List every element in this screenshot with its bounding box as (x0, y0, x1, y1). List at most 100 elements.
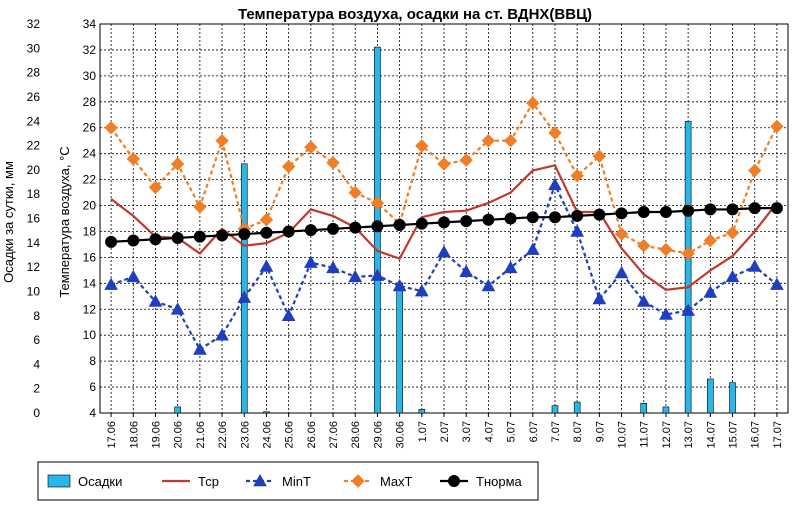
y-temp-tick-label: 18 (83, 224, 97, 238)
series-point-maxt (348, 185, 362, 200)
series-point-mint (259, 259, 274, 272)
series-point-maxt (570, 169, 584, 183)
x-tick-label: 28.06 (350, 421, 362, 449)
y-precip-tick-label: 24 (27, 114, 41, 128)
series-point-maxt (437, 157, 451, 171)
x-tick-label: 9.07 (594, 421, 606, 442)
y-temp-tick-label: 10 (83, 328, 97, 342)
series-point-tnorm (260, 226, 273, 239)
y-precip-tick-label: 10 (27, 284, 41, 298)
y-precip-tick-label: 0 (33, 406, 40, 420)
series-point-maxt (281, 159, 296, 174)
series-point-maxt (215, 133, 229, 148)
precip-bar (707, 378, 714, 414)
legend-label-tnorm: Тнорма (476, 474, 523, 489)
x-tick-label: 29.06 (372, 421, 384, 449)
y-precip-tick-label: 28 (27, 66, 41, 80)
series-point-mint (570, 224, 585, 237)
x-tick-label: 7.07 (550, 421, 562, 442)
x-tick-label: 22.06 (217, 421, 229, 449)
y-temp-tick-label: 16 (83, 250, 97, 264)
x-tick-label: 20.06 (173, 421, 185, 449)
series-point-tnorm (216, 229, 229, 242)
series-point-tnorm (460, 215, 473, 228)
y-precip-tick-label: 16 (27, 212, 41, 226)
series-point-maxt (259, 213, 274, 227)
series-point-mint (503, 260, 518, 274)
series-point-tnorm (171, 231, 184, 244)
precip-bar (418, 409, 426, 414)
series-point-tnorm (615, 207, 628, 220)
series-point-maxt (526, 96, 540, 110)
x-tick-label: 2.07 (439, 421, 451, 442)
precip-bar (662, 406, 670, 414)
y-left-axis-label: Осадки за сутки, мм (1, 161, 16, 283)
y-temp-tick-label: 20 (83, 199, 97, 213)
x-tick-label: 12.07 (661, 421, 673, 449)
series-point-mint (414, 284, 429, 297)
legend-marker-maxt (351, 474, 365, 488)
series-point-maxt (104, 121, 118, 135)
precip-bar (396, 282, 403, 414)
series-point-tnorm (371, 220, 384, 233)
x-tick-label: 14.07 (705, 421, 717, 449)
series-point-tnorm (526, 211, 539, 224)
precip-bar (174, 406, 181, 414)
y-temp-tick-label: 6 (89, 380, 96, 394)
series-point-mint (215, 328, 229, 341)
precip-bar (729, 382, 736, 414)
y-precip-tick-label: 12 (27, 260, 41, 274)
series-point-mint (126, 269, 141, 283)
series-point-mint (326, 260, 340, 274)
series-point-mint (636, 294, 651, 307)
series-point-mint (303, 255, 318, 268)
series-point-mint (703, 285, 718, 298)
x-tick-label: 6.07 (528, 421, 540, 442)
series-point-mint (237, 290, 252, 303)
series-point-tnorm (349, 221, 362, 234)
series-point-maxt (681, 246, 695, 261)
x-tick-label: 30.06 (395, 421, 407, 449)
series-point-maxt (748, 163, 762, 178)
series-point-tnorm (393, 218, 406, 231)
x-tick-label: 5.07 (506, 421, 518, 442)
series-point-tnorm (726, 203, 739, 216)
series-point-maxt (170, 157, 185, 171)
y-precip-tick-label: 26 (27, 90, 41, 104)
series-point-mint (747, 259, 762, 272)
series-point-mint (370, 268, 385, 281)
y-precip-tick-label: 30 (27, 41, 41, 55)
x-tick-label: 24.06 (261, 421, 273, 449)
series-point-maxt (703, 233, 718, 248)
series-point-tnorm (548, 211, 561, 224)
series-point-tnorm (282, 225, 295, 238)
series-point-maxt (481, 133, 496, 148)
series-point-mint (148, 294, 163, 307)
series-point-maxt (370, 196, 385, 210)
x-tick-label: 4.07 (483, 421, 495, 442)
series-point-mint (437, 245, 451, 258)
y-temp-tick-label: 12 (83, 302, 97, 316)
x-tick-label: 23.06 (239, 421, 251, 449)
series-point-maxt (614, 227, 629, 241)
series-point-maxt (415, 139, 429, 153)
series-point-mint (548, 177, 562, 191)
x-tick-label: 25.06 (284, 421, 296, 449)
y-temp-tick-label: 26 (83, 121, 97, 135)
series-point-maxt (659, 242, 673, 257)
chart-title: Температура воздуха, осадки на ст. ВДНХ(… (238, 6, 592, 23)
x-tick-label: 15.07 (728, 421, 740, 449)
series-point-tnorm (415, 217, 428, 230)
y-precip-tick-label: 14 (27, 236, 41, 250)
series-point-tnorm (659, 206, 672, 219)
series-point-maxt (193, 200, 207, 214)
y-precip-tick-label: 20 (27, 163, 41, 177)
legend-swatch-precip (47, 474, 71, 488)
precip-bar (240, 163, 248, 414)
precip-bar (573, 401, 581, 414)
x-tick-label: 11.07 (639, 421, 651, 448)
series-point-tnorm (482, 213, 495, 226)
y-temp-tick-label: 8 (89, 354, 96, 368)
x-tick-label: 19.06 (150, 421, 162, 449)
